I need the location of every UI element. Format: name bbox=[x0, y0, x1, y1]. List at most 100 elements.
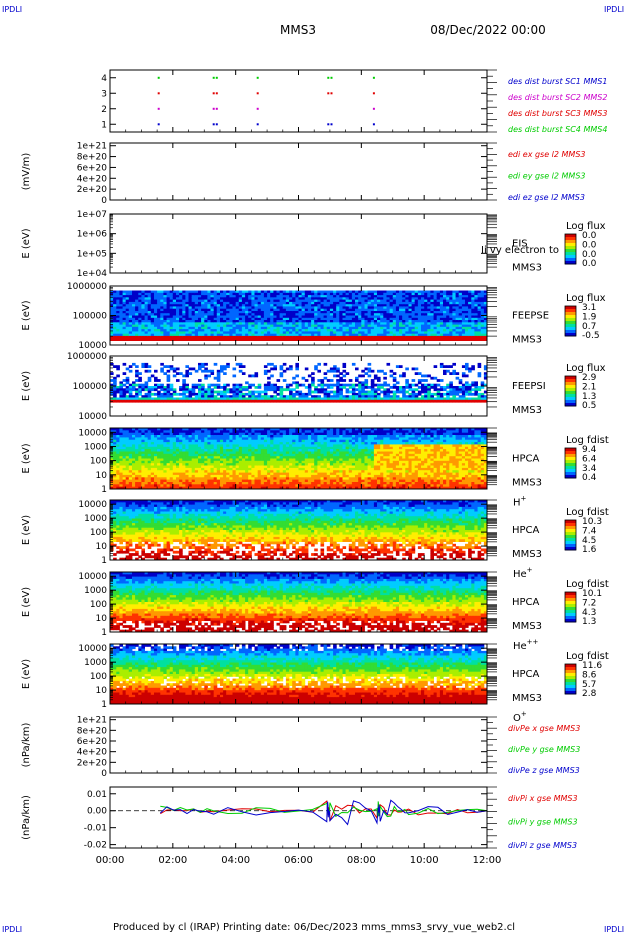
spectrogram-cell-hpca_h bbox=[151, 475, 155, 478]
spectrogram-cell-feeps_i bbox=[314, 368, 318, 371]
spectrogram-cell-feeps_i bbox=[430, 386, 434, 389]
burst-marker bbox=[257, 123, 259, 125]
spectrogram-cell-hpca_h bbox=[176, 454, 180, 457]
spectrogram-cell-feeps_i bbox=[421, 375, 425, 378]
spectrogram-cell-hpca_h bbox=[201, 430, 205, 433]
spectrogram-cell-feeps_i bbox=[380, 370, 384, 373]
spectrogram-cell-feeps_i bbox=[145, 400, 149, 403]
spectrogram-cell-hpca_h bbox=[176, 461, 180, 464]
spectrogram-cell-feeps_i bbox=[333, 375, 337, 378]
spectrogram-cell-feeps_i bbox=[145, 365, 149, 368]
spectrogram-cell-feeps_e bbox=[204, 338, 208, 341]
spectrogram-cell-hpca_h bbox=[167, 480, 171, 483]
spectrogram-cell-hpca_h bbox=[182, 461, 186, 464]
spectrogram-cell-feeps_e bbox=[283, 338, 287, 341]
spectrogram-cell-feeps_i bbox=[333, 384, 337, 387]
spectrogram-cell-hpca_h bbox=[201, 440, 205, 443]
spectrogram-cell-hpca_h bbox=[113, 435, 117, 438]
spectrogram-cell-feeps_e bbox=[449, 338, 453, 341]
spectrogram-cell-hpca_h bbox=[154, 470, 158, 473]
spectrogram-cell-hpca_h bbox=[154, 430, 158, 433]
spectrogram-cell-hpca_h bbox=[204, 466, 208, 469]
spectrogram-cell-hpca_h bbox=[195, 484, 199, 487]
legend-entry: des dist burst SC2 MMS2 bbox=[508, 93, 607, 102]
spectrogram-cell-hpca_h bbox=[126, 444, 130, 447]
spectrogram-cell-hpca_h bbox=[160, 480, 164, 483]
spectrogram-cell-hpca_h bbox=[204, 475, 208, 478]
spectrogram-cell-feeps_i bbox=[280, 400, 284, 403]
y-tick-label: 1e+21 bbox=[77, 142, 107, 152]
spectrogram-cell-feeps_i bbox=[141, 400, 145, 403]
spectrogram-cell-feeps_i bbox=[239, 370, 243, 373]
spectrogram-cell-hpca_h bbox=[132, 449, 136, 452]
spectrogram-cell-hpca_h bbox=[198, 475, 202, 478]
spectrogram-cell-feeps_i bbox=[192, 368, 196, 371]
spectrogram-cell-hpca_h bbox=[151, 454, 155, 457]
spectrogram-cell-feeps_i bbox=[179, 400, 183, 403]
spectrogram-cell-feeps_i bbox=[204, 377, 208, 380]
spectrogram-cell-feeps_e bbox=[141, 338, 145, 341]
spectrogram-cell-feeps_i bbox=[273, 400, 277, 403]
colorbar-label: 0.5 bbox=[582, 401, 596, 411]
spectrogram-cell-feeps_i bbox=[409, 388, 413, 391]
spectrogram-cell-hpca_h bbox=[160, 444, 164, 447]
spectrogram-cell-feeps_i bbox=[280, 375, 284, 378]
spectrogram-cell-feeps_i bbox=[286, 400, 290, 403]
spectrogram-cell-feeps_i bbox=[255, 391, 259, 394]
spectrogram-cell-feeps_i bbox=[402, 375, 406, 378]
spectrogram-cell-feeps_e bbox=[409, 338, 413, 341]
spectrogram-cell-hpca_h bbox=[116, 475, 120, 478]
spectrogram-cell-hpca_h bbox=[204, 435, 208, 438]
spectrogram-cell-feeps_i bbox=[308, 375, 312, 378]
spectrogram-cell-hpca_h bbox=[148, 454, 152, 457]
spectrogram-cell-hpca_h bbox=[126, 449, 130, 452]
spectrogram-cell-hpca_h bbox=[151, 449, 155, 452]
spectrogram-cell-hpca_h bbox=[135, 470, 139, 473]
spectrogram-cell-hpca_h bbox=[195, 430, 199, 433]
spectrogram-cell-feeps_i bbox=[220, 370, 224, 373]
spectrogram-cell-feeps_i bbox=[242, 388, 246, 391]
spectrogram-cell-hpca_h bbox=[126, 461, 130, 464]
spectrogram-cell-hpca_h bbox=[157, 430, 161, 433]
spectrogram-cell-feeps_i bbox=[239, 365, 243, 368]
spectrogram-cell-feeps_i bbox=[478, 400, 482, 403]
spectrogram-cell-feeps_i bbox=[443, 365, 447, 368]
y-axis-label: E (eV) bbox=[21, 300, 32, 330]
spectrogram-cell-hpca_h bbox=[132, 461, 136, 464]
spectrogram-cell-hpca_h bbox=[145, 444, 149, 447]
spectrogram-cell-hpca_h bbox=[141, 480, 145, 483]
spectrogram-cell-feeps_i bbox=[374, 384, 378, 387]
spectrogram-cell-hpca_h bbox=[170, 480, 174, 483]
spectrogram-cell-feeps_i bbox=[214, 363, 218, 366]
spectrogram-cell-hpca_h bbox=[138, 480, 142, 483]
spectrogram-cell-feeps_i bbox=[220, 386, 224, 389]
spectrogram-cell-feeps_e bbox=[110, 338, 114, 341]
spectrogram-cell-feeps_i bbox=[456, 377, 460, 380]
spectrogram-cell-feeps_i bbox=[424, 375, 428, 378]
spectrogram-cell-feeps_i bbox=[471, 388, 475, 391]
spectrogram-cell-hpca_h bbox=[163, 461, 167, 464]
spectrogram-cell-feeps_i bbox=[317, 363, 321, 366]
spectrogram-cell-feeps_i bbox=[157, 400, 161, 403]
y-tick-label: 1e+05 bbox=[77, 249, 107, 259]
spectrogram-cell-feeps_i bbox=[343, 386, 347, 389]
spectrogram-cell-feeps_i bbox=[217, 393, 221, 396]
spectrogram-cell-feeps_i bbox=[148, 365, 152, 368]
spectrogram-cell-feeps_i bbox=[261, 400, 265, 403]
colorbar-label: 0.0 bbox=[582, 259, 597, 269]
spectrogram-cell-feeps_i bbox=[465, 375, 469, 378]
spectrogram-cell-feeps_i bbox=[324, 384, 328, 387]
spectrogram-cell-feeps_e bbox=[145, 338, 149, 341]
spectrogram-cell-hpca_h bbox=[176, 470, 180, 473]
spectrogram-cell-feeps_i bbox=[437, 379, 441, 382]
spectrogram-cell-feeps_i bbox=[283, 400, 287, 403]
spectrogram-cell-hpca_h bbox=[173, 444, 177, 447]
spectrogram-cell-feeps_i bbox=[302, 400, 306, 403]
spectrogram-cell-feeps_i bbox=[267, 377, 271, 380]
spectrogram-cell-feeps_i bbox=[368, 370, 372, 373]
spectrogram-cell-hpca_h bbox=[201, 470, 205, 473]
spectrogram-cell-feeps_i bbox=[415, 372, 419, 375]
spectrogram-cell-hpca_h bbox=[132, 466, 136, 469]
spectrogram-cell-feeps_i bbox=[343, 370, 347, 373]
